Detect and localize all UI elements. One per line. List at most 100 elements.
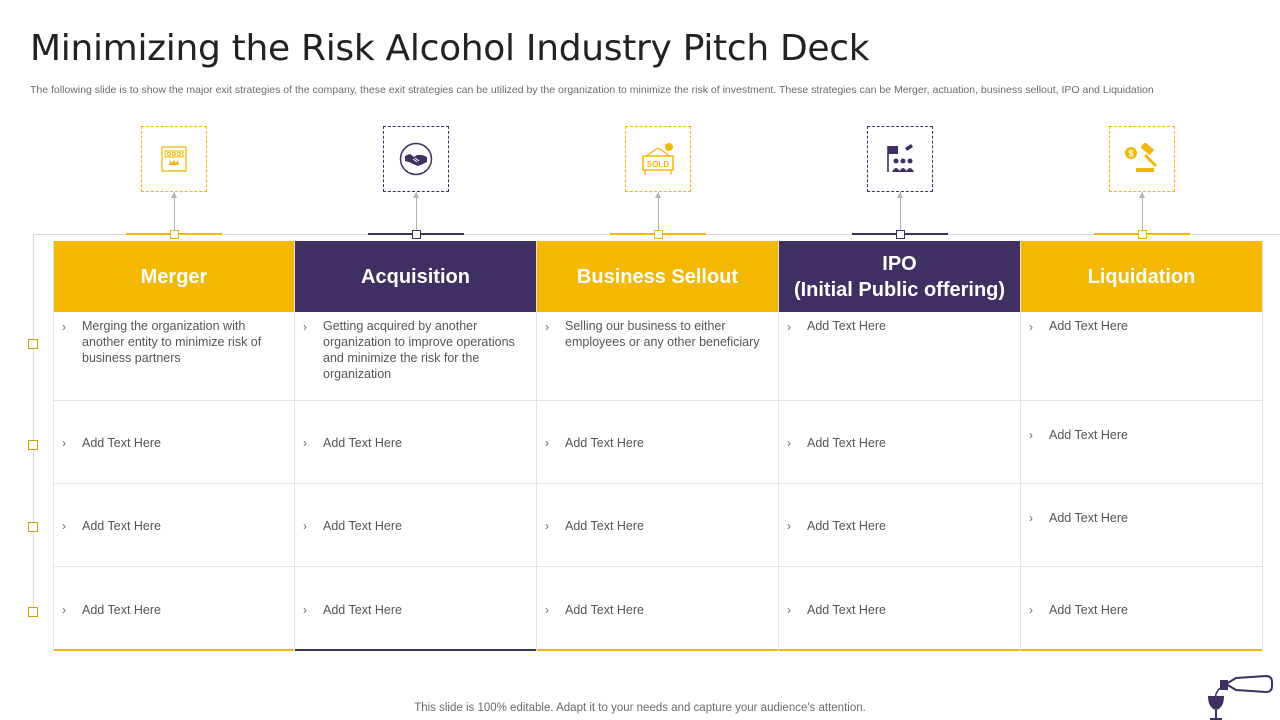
table-cell: › Add Text Here (54, 567, 295, 651)
bullet-chevron-icon: › (1029, 511, 1033, 525)
merger-building-icon (161, 146, 187, 172)
cell-text: Add Text Here (323, 603, 402, 617)
column-acquisition: Acquisition › Getting acquired by anothe… (295, 241, 537, 651)
cell-text: Add Text Here (1049, 319, 1128, 333)
connector-arrow (171, 192, 177, 198)
cell-text: Add Text Here (565, 603, 644, 617)
column-header: IPO (Initial Public offering) (779, 241, 1020, 312)
connector-arrow (1139, 192, 1145, 198)
sellout-icon-box: SOLD (625, 126, 691, 192)
left-guide-line (33, 234, 34, 614)
column-bottom-accent (295, 649, 536, 651)
cell-text: Add Text Here (82, 603, 161, 617)
table-cell: › Add Text Here (779, 567, 1020, 651)
column-header-line: IPO (882, 252, 917, 275)
table-cell: › Add Text Here (1021, 312, 1262, 401)
slide-title: Minimizing the Risk Alcohol Industry Pit… (30, 28, 870, 69)
merger-icon-box (141, 126, 207, 192)
column-bottom-accent (537, 649, 778, 651)
connector-node (654, 230, 663, 239)
connector-node (412, 230, 421, 239)
row-marker (28, 339, 38, 349)
ipo-people-flag-icon (887, 144, 914, 172)
connector-line (900, 192, 901, 230)
bullet-chevron-icon: › (545, 603, 549, 617)
table-cell: › Add Text Here (779, 312, 1020, 401)
bullet-chevron-icon: › (303, 603, 307, 617)
handshake-icon (399, 142, 433, 176)
cell-text: Selling our business to either employees… (565, 319, 760, 349)
row-marker (28, 440, 38, 450)
cell-text: Add Text Here (565, 519, 644, 533)
column-merger: Merger › Merging the organization with a… (53, 241, 295, 651)
table-cell: › Add Text Here (1021, 401, 1262, 484)
cell-text: Add Text Here (323, 436, 402, 450)
exit-strategy-table: Merger › Merging the organization with a… (53, 241, 1263, 651)
connector-arrow (413, 192, 419, 198)
cell-text: Getting acquired by another organization… (323, 319, 515, 381)
column-header: Business Sellout (537, 241, 778, 312)
connector-node (170, 230, 179, 239)
cell-text: Add Text Here (82, 436, 161, 450)
column-bottom-accent (1021, 649, 1262, 651)
table-cell: › Merging the organization with another … (54, 312, 295, 401)
connector-node (896, 230, 905, 239)
table-cell: › Add Text Here (295, 484, 536, 567)
table-cell: › Add Text Here (537, 401, 778, 484)
column-header: Merger (54, 241, 294, 312)
cell-text: Add Text Here (1049, 603, 1128, 617)
bullet-chevron-icon: › (545, 519, 549, 533)
table-cell: › Add Text Here (537, 484, 778, 567)
column-header: Acquisition (295, 241, 536, 312)
bullet-chevron-icon: › (545, 436, 549, 450)
table-cell: › Add Text Here (1021, 567, 1262, 651)
cell-text: Merging the organization with another en… (82, 319, 262, 365)
slide-footer: This slide is 100% editable. Adapt it to… (414, 702, 866, 714)
sold-label: SOLD (647, 160, 669, 169)
column-liquidation: Liquidation › Add Text Here › Add Text H… (1021, 241, 1263, 651)
slide-subtitle: The following slide is to show the major… (30, 84, 1154, 96)
column-bottom-accent (54, 649, 294, 651)
cell-text: Add Text Here (323, 519, 402, 533)
sold-sign-icon: SOLD (642, 143, 674, 175)
cell-text: Add Text Here (82, 519, 161, 533)
svg-text:$: $ (1128, 149, 1133, 159)
column-ipo: IPO (Initial Public offering) › Add Text… (779, 241, 1021, 651)
bullet-chevron-icon: › (62, 603, 66, 617)
table-cell: › Add Text Here (295, 567, 536, 651)
cell-text: Add Text Here (1049, 428, 1128, 442)
connector-arrow (655, 192, 661, 198)
liquidation-icon-box: $ (1109, 126, 1175, 192)
bullet-chevron-icon: › (1029, 428, 1033, 442)
cell-text: Add Text Here (807, 519, 886, 533)
bullet-chevron-icon: › (545, 320, 549, 334)
column-business-sellout: Business Sellout › Selling our business … (537, 241, 779, 651)
table-cell: › Getting acquired by another organizati… (295, 312, 536, 401)
cell-text: Add Text Here (807, 603, 886, 617)
cell-text: Add Text Here (1049, 511, 1128, 525)
column-header: Liquidation (1021, 241, 1262, 312)
bullet-chevron-icon: › (787, 603, 791, 617)
row-marker (28, 607, 38, 617)
ipo-icon-box (867, 126, 933, 192)
connector-line (1142, 192, 1143, 230)
gavel-dollar-icon: $ (1125, 143, 1158, 172)
table-cell: › Add Text Here (537, 567, 778, 651)
connector-line (658, 192, 659, 230)
column-bottom-accent (779, 649, 1020, 651)
bullet-chevron-icon: › (303, 519, 307, 533)
table-cell: › Add Text Here (54, 484, 295, 567)
cell-text: Add Text Here (807, 436, 886, 450)
acquisition-icon-box (383, 126, 449, 192)
table-cell: › Add Text Here (1021, 484, 1262, 567)
table-cell: › Add Text Here (779, 401, 1020, 484)
connector-line (416, 192, 417, 230)
bullet-chevron-icon: › (1029, 603, 1033, 617)
bullet-chevron-icon: › (62, 519, 66, 533)
bullet-chevron-icon: › (303, 436, 307, 450)
wine-bottle-glass-icon (1208, 674, 1273, 720)
bullet-chevron-icon: › (1029, 320, 1033, 334)
table-cell: › Add Text Here (295, 401, 536, 484)
connector-node (1138, 230, 1147, 239)
row-marker (28, 522, 38, 532)
